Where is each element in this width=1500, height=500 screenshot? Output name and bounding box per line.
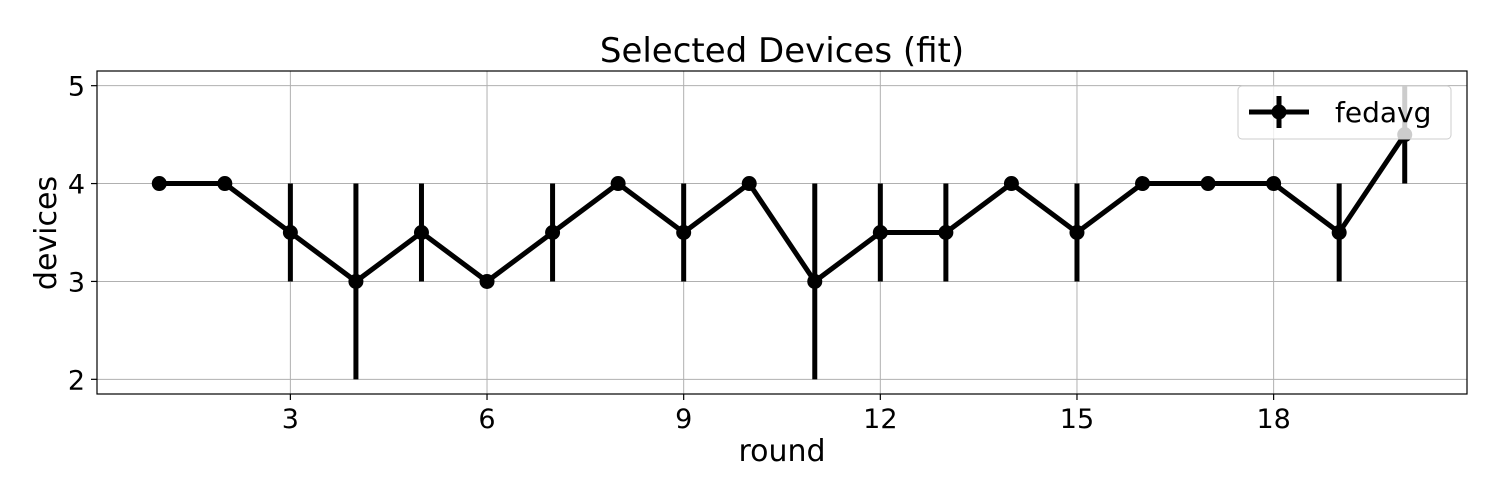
y-tick-label: 5 [68,72,85,103]
data-point [1069,225,1085,240]
y-tick-label: 2 [68,365,85,396]
data-point [545,225,561,240]
x-tick-label: 12 [863,404,897,435]
data-points [151,127,1413,289]
legend-entry-fedavg: fedavg [1335,96,1431,129]
data-point [217,176,233,192]
y-axis-label: devices [29,176,64,290]
plot-frame [96,70,1468,395]
legend: fedavg [1237,85,1452,140]
data-point [1200,176,1216,192]
x-tick-label: 18 [1256,404,1290,435]
x-tick-label: 3 [282,404,299,435]
data-point [413,225,429,240]
data-point [1331,225,1347,240]
x-tick-label: 9 [675,404,692,435]
data-point [807,273,823,289]
data-point [872,225,888,240]
x-tick-label: 15 [1060,404,1094,435]
x-axis-ticks: 3 6 9 12 15 18 [282,394,1291,435]
series-lines [159,133,1407,284]
data-point [348,273,364,289]
data-point [1003,176,1019,192]
x-axis-label: round [738,434,825,469]
legend-marker-swatch [1271,104,1287,120]
data-point [1135,176,1151,192]
chart-title: Selected Devices (fit) [600,31,964,71]
data-point [479,273,495,289]
y-tick-label: 4 [68,170,85,201]
legend-box [1237,85,1452,140]
y-axis-ticks: 2 3 4 5 [68,72,97,396]
data-point [741,176,757,192]
data-point [151,176,167,192]
data-point [1266,176,1282,192]
y-tick-label: 3 [68,267,85,298]
data-point [938,225,954,240]
x-tick-label: 6 [478,404,495,435]
data-point [676,225,692,240]
series-line-fedavg [159,133,1407,284]
data-point [282,225,298,240]
data-point [610,176,626,192]
